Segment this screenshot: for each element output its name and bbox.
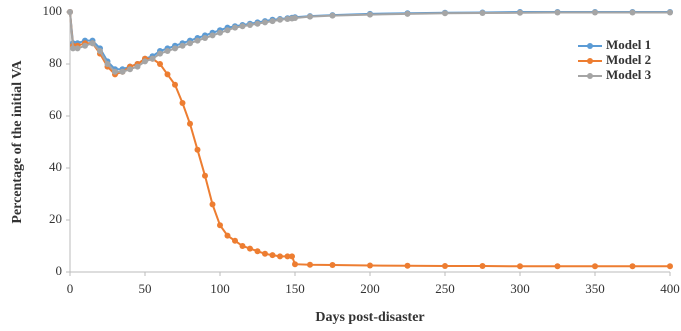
point [629,263,636,270]
point [157,61,163,67]
x-tick-label: 350 [585,281,605,296]
point [164,48,171,54]
point [292,14,298,21]
point [329,261,336,268]
point [172,45,178,52]
legend-label: Model 3 [606,67,652,82]
x-tick-label: 150 [285,281,305,296]
x-tick-label: 400 [660,281,680,296]
x-tick-label: 250 [435,281,455,296]
point [284,253,291,260]
point [404,262,411,269]
legend-label: Model 2 [606,52,651,67]
point [629,9,636,16]
point [209,32,216,39]
point [217,29,223,36]
point [164,71,171,78]
point [404,10,411,17]
x-tick-label: 0 [67,281,74,296]
x-tick-label: 100 [210,281,230,296]
y-axis-label: Percentage of the initial VA [10,59,25,223]
point [517,9,523,16]
point [307,13,313,20]
point [239,23,246,30]
point [277,253,283,260]
point [142,58,148,65]
point [262,19,268,26]
point [367,262,373,269]
point [134,63,141,70]
y-tick-label: 80 [49,55,62,70]
point [254,248,261,255]
point [232,24,238,31]
point [292,261,298,268]
point [277,16,283,23]
point [269,18,276,25]
y-tick-label: 20 [49,211,62,226]
point [112,68,118,75]
point [172,81,178,88]
point [442,263,448,270]
point [187,120,193,127]
x-tick-label: 300 [510,281,530,296]
point [89,40,96,47]
point [179,42,186,49]
point [67,9,73,15]
point [254,20,261,27]
point [194,146,201,153]
point [442,10,448,17]
y-tick-label: 40 [49,159,62,174]
point [592,9,598,16]
point [70,45,76,52]
point [209,201,216,208]
point [247,245,253,252]
point [262,250,268,257]
point [247,22,253,28]
point [329,12,336,19]
point [149,55,156,62]
point [554,9,561,16]
point [592,263,598,270]
point [119,68,126,75]
point [667,9,673,16]
point [479,10,486,17]
legend-label: Model 1 [606,37,651,52]
point [202,35,208,41]
point [74,45,81,52]
point [202,172,208,179]
point [224,27,231,34]
y-tick-label: 100 [43,3,63,18]
point [517,263,523,270]
legend-marker [587,58,593,64]
point [554,263,561,270]
point [97,48,103,54]
legend-marker [587,43,593,49]
point [667,263,673,270]
x-axis-label: Days post-disaster [315,310,424,325]
point [157,50,163,57]
point [269,252,276,259]
point [307,261,313,268]
point [217,222,223,229]
point [479,263,486,270]
x-tick-label: 200 [360,281,380,296]
legend-marker [587,73,593,79]
point [239,243,246,249]
x-tick-label: 50 [139,281,152,296]
point [232,237,238,244]
point [104,61,111,67]
point [284,16,291,23]
point [127,66,133,73]
point [367,11,373,18]
point [82,42,88,49]
point [224,232,231,239]
point [179,100,186,106]
y-tick-label: 60 [49,107,62,122]
point [289,253,295,260]
y-tick-label: 0 [56,263,63,278]
point [187,40,193,47]
point [194,37,201,44]
